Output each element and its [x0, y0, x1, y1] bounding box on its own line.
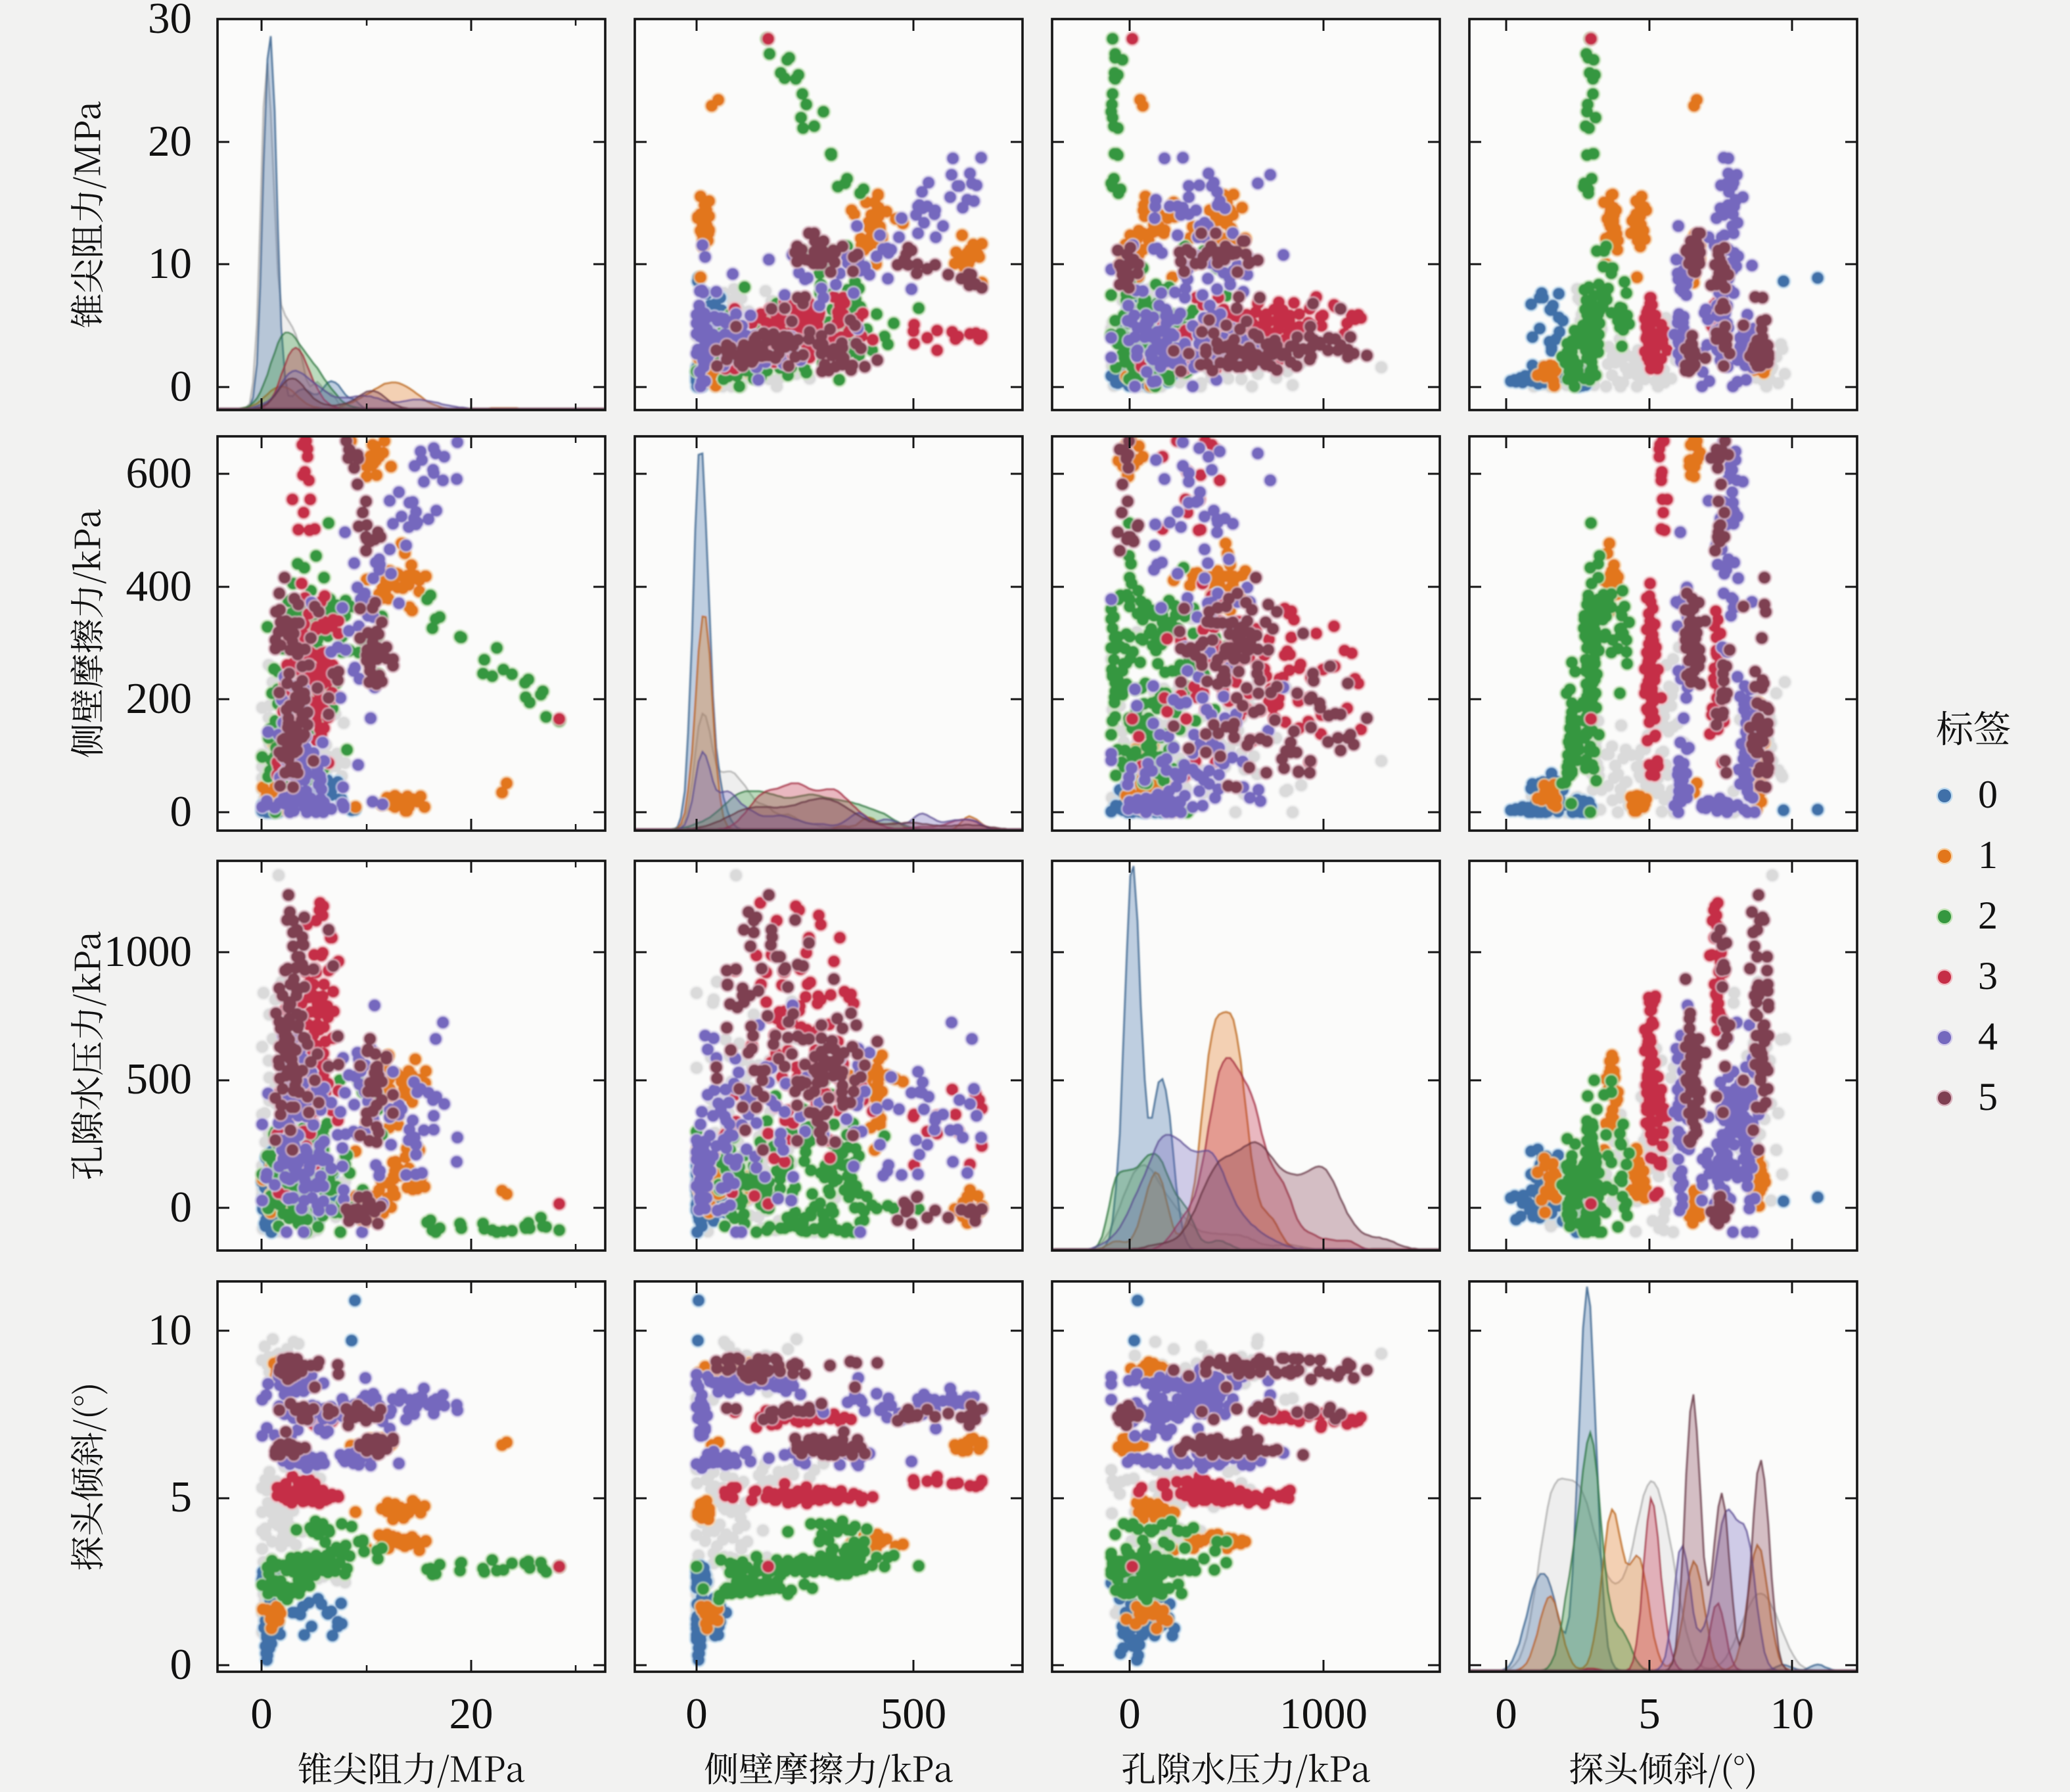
- svg-text:10: 10: [1770, 1689, 1814, 1738]
- svg-text:200: 200: [126, 674, 193, 723]
- svg-text:1: 1: [1978, 833, 1998, 877]
- svg-text:0: 0: [685, 1689, 708, 1738]
- svg-text:1000: 1000: [1279, 1689, 1368, 1738]
- svg-text:0: 0: [170, 787, 193, 836]
- svg-text:4: 4: [1978, 1015, 1998, 1058]
- svg-text:30: 30: [148, 0, 192, 43]
- svg-text:0: 0: [170, 1183, 193, 1231]
- svg-text:5: 5: [170, 1473, 193, 1521]
- svg-text:0: 0: [250, 1689, 273, 1738]
- svg-text:0: 0: [1118, 1689, 1141, 1738]
- svg-text:5: 5: [1638, 1689, 1661, 1738]
- svg-text:0: 0: [1978, 773, 1998, 816]
- svg-text:10: 10: [148, 239, 192, 288]
- svg-text:2: 2: [1978, 894, 1998, 937]
- svg-text:5: 5: [1978, 1075, 1998, 1118]
- svg-text:20: 20: [148, 117, 192, 166]
- svg-text:400: 400: [126, 562, 193, 610]
- svg-text:0: 0: [170, 362, 193, 411]
- svg-text:10: 10: [148, 1306, 192, 1354]
- svg-text:0: 0: [1495, 1689, 1517, 1738]
- svg-text:1000: 1000: [104, 927, 192, 976]
- svg-text:500: 500: [126, 1055, 193, 1103]
- svg-text:500: 500: [881, 1689, 947, 1738]
- svg-text:600: 600: [126, 449, 193, 497]
- svg-text:0: 0: [170, 1640, 193, 1689]
- svg-text:3: 3: [1978, 954, 1998, 998]
- svg-text:20: 20: [449, 1689, 494, 1738]
